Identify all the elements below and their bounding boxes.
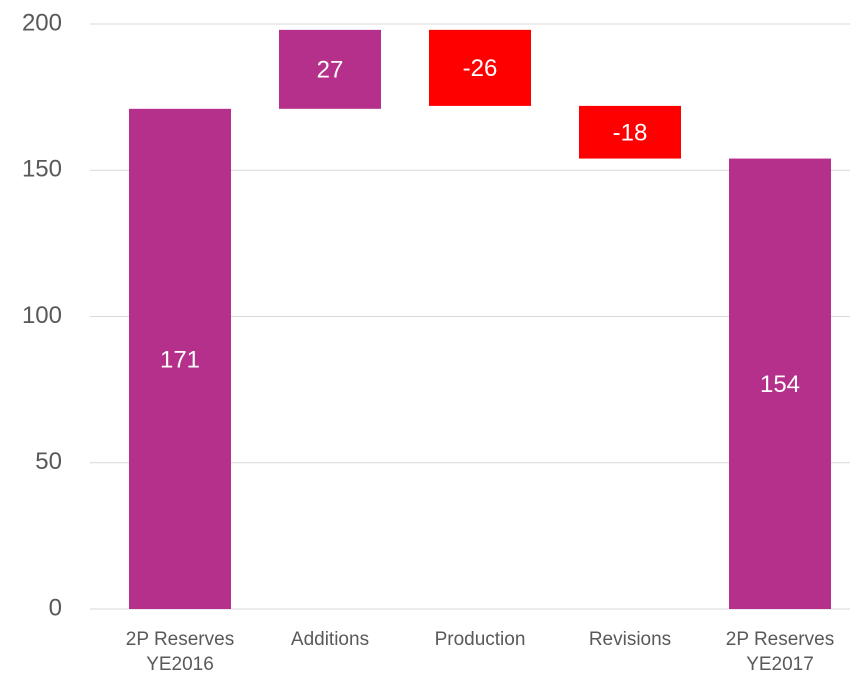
y-tick-label: 50 [35, 448, 62, 475]
bar [579, 105, 681, 159]
x-tick-label-line: YE2016 [146, 654, 214, 675]
data-label: -18 [613, 120, 648, 147]
data-label: 27 [317, 57, 344, 84]
data-label: -26 [463, 55, 498, 82]
x-tick-label-line: YE2017 [746, 654, 814, 675]
y-tick-label: 150 [22, 156, 62, 183]
x-tick-label: 2P Reserves YE2017 [726, 629, 834, 675]
x-tick-label-line: 2P Reserves [126, 629, 234, 650]
bar [129, 108, 231, 609]
data-label: 154 [760, 371, 800, 398]
x-tick-label: Revisions [589, 629, 671, 650]
y-tick-label: 200 [22, 9, 62, 36]
data-label: 171 [160, 346, 200, 373]
bar [429, 29, 531, 106]
x-tick-label: 2P Reserves YE2016 [126, 629, 234, 675]
x-tick-label: Production [435, 629, 526, 650]
bar [729, 158, 831, 610]
y-tick-label: 100 [22, 302, 62, 329]
y-tick-label: 0 [49, 594, 62, 621]
x-tick-label-line: 2P Reserves [726, 629, 834, 650]
bar [279, 29, 381, 109]
x-tick-label: Additions [291, 629, 369, 650]
